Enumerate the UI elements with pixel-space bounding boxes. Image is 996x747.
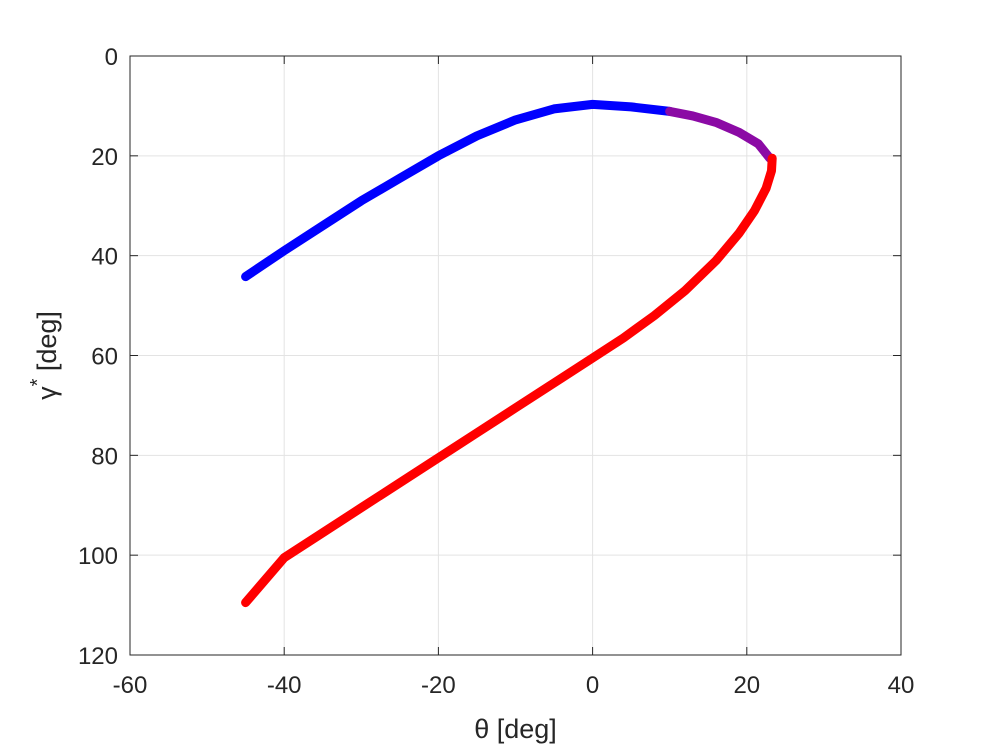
axis-ticks: -60 -40 -20 0 20 40 0 20 40 60 80 100 120 bbox=[78, 44, 914, 699]
x-tick-label: 0 bbox=[586, 672, 599, 699]
x-tick-label: 20 bbox=[733, 672, 760, 699]
x-tick-label: -20 bbox=[421, 672, 456, 699]
y-tick-label: 20 bbox=[91, 144, 118, 171]
y-tick-label: 80 bbox=[91, 443, 118, 470]
x-tick-label: -40 bbox=[267, 672, 302, 699]
y-tick-label: 40 bbox=[91, 244, 118, 271]
series-line-3 bbox=[241, 153, 777, 608]
x-tick-label: -60 bbox=[113, 672, 148, 699]
y-axis-label-unit: [deg] bbox=[32, 311, 62, 379]
y-tick-label: 0 bbox=[105, 44, 118, 71]
x-tick-label: 40 bbox=[888, 672, 915, 699]
y-tick-label: 100 bbox=[78, 543, 118, 570]
y-tick-label: 60 bbox=[91, 344, 118, 371]
series-line-2 bbox=[665, 106, 775, 163]
y-axis-label-superscript: * bbox=[27, 378, 49, 386]
data-series bbox=[241, 99, 777, 608]
y-tick-label: 120 bbox=[78, 643, 118, 670]
y-axis-label: γ* [deg] bbox=[27, 311, 62, 400]
y-axis-label-symbol: γ bbox=[32, 386, 62, 400]
y-axis-label-group: γ* [deg] bbox=[27, 311, 62, 400]
x-axis-label: θ [deg] bbox=[474, 714, 557, 744]
series-line-1 bbox=[241, 99, 675, 282]
